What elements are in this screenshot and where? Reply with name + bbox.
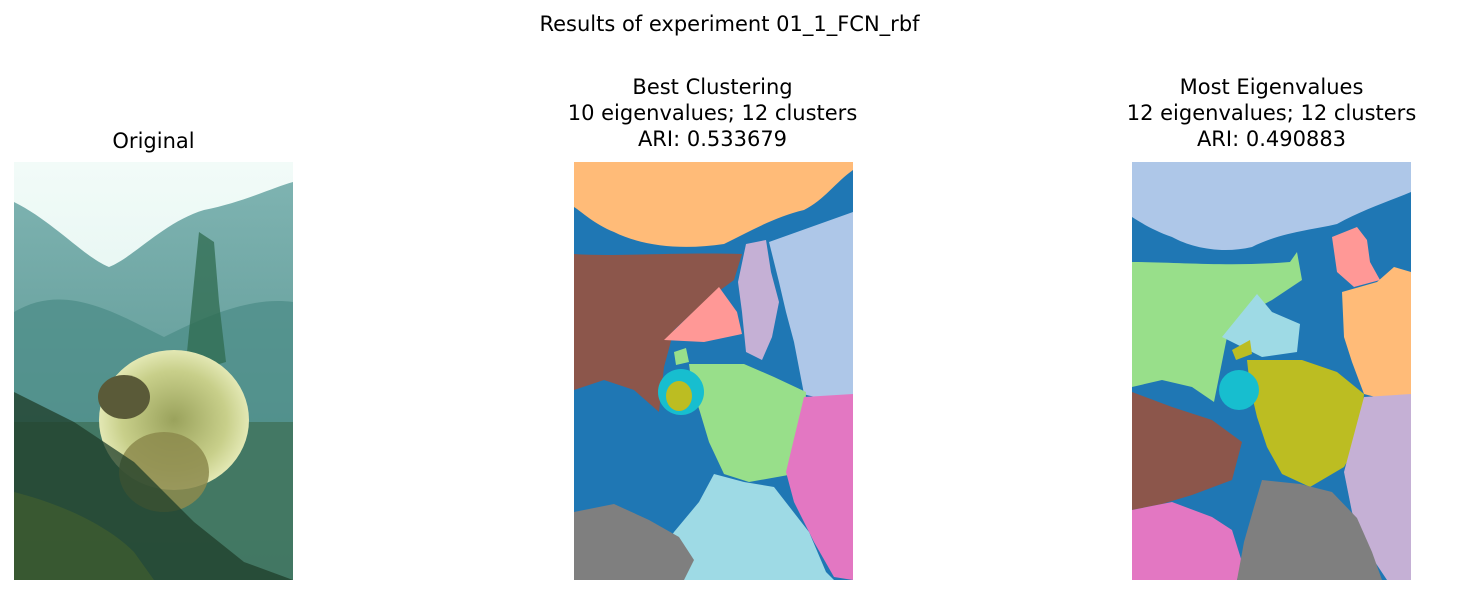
panel-title-original: Original	[14, 128, 293, 154]
panel-title-line: ARI: 0.490883	[1196, 127, 1347, 151]
panel-title-line: ARI: 0.533679	[637, 127, 788, 151]
segmentation-best	[574, 162, 853, 580]
panel-title-line: 10 eigenvalues; 12 clusters	[567, 101, 858, 125]
most-eigenvalues-map	[1132, 162, 1411, 580]
original-image	[14, 162, 293, 580]
figure-title: Results of experiment 01_1_FCN_rbf	[539, 12, 920, 36]
porcupine-photo	[14, 162, 293, 580]
panel-title-line: 12 eigenvalues; 12 clusters	[1126, 101, 1417, 125]
panel-title-line: Original	[112, 129, 195, 153]
segmentation-most	[1132, 162, 1411, 580]
panel-title-line: Best Clustering	[632, 75, 793, 99]
panel-title-best-clustering: Best Clustering 10 eigenvalues; 12 clust…	[473, 74, 952, 152]
panel-title-most-eigenvalues: Most Eigenvalues 12 eigenvalues; 12 clus…	[1031, 74, 1459, 152]
panel-title-line: Most Eigenvalues	[1179, 75, 1364, 99]
best-clustering-map	[574, 162, 853, 580]
